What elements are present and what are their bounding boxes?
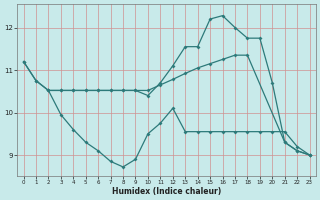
X-axis label: Humidex (Indice chaleur): Humidex (Indice chaleur) [112,187,221,196]
